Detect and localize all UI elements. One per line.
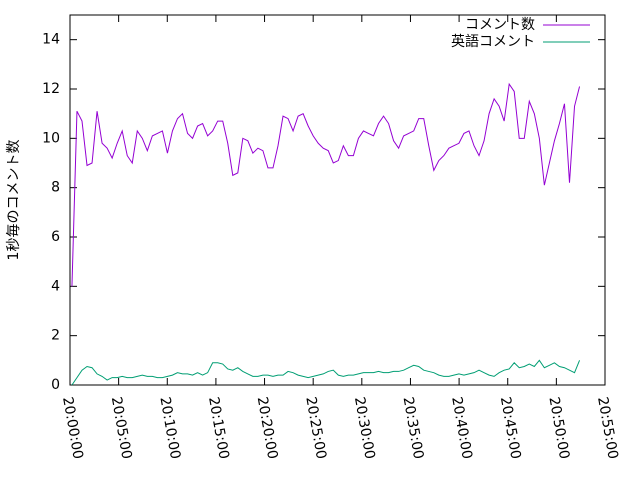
x-tick-label: 20:15:00 [205, 396, 232, 461]
x-tick-label: 20:50:00 [545, 396, 572, 461]
y-tick-label: 4 [51, 278, 60, 294]
y-axis-label: 1秒毎のコメント数 [6, 140, 22, 261]
y-tick-label: 2 [51, 328, 60, 344]
x-tick-label: 20:40:00 [448, 396, 475, 461]
x-tick-label: 20:10:00 [156, 396, 183, 461]
y-tick-label: 14 [42, 32, 60, 48]
series-line [71, 82, 581, 287]
x-tick-label: 20:20:00 [254, 396, 281, 461]
x-tick-label: 20:00:00 [59, 396, 86, 461]
y-tick-label: 10 [42, 130, 60, 146]
legend-label: コメント数 [465, 17, 535, 33]
x-tick-label: 20:25:00 [302, 396, 329, 461]
x-tick-label: 20:35:00 [400, 396, 427, 461]
y-tick-label: 0 [51, 377, 60, 393]
y-tick-label: 8 [51, 180, 60, 196]
y-tick-label: 6 [51, 229, 60, 245]
x-tick-label: 20:55:00 [594, 396, 621, 461]
legend-label: 英語コメント [451, 33, 535, 50]
plot-frame [69, 14, 606, 386]
y-tick-label: 12 [42, 81, 60, 97]
x-tick-label: 20:05:00 [108, 396, 135, 461]
x-tick-label: 20:30:00 [351, 396, 378, 461]
series-line [71, 359, 581, 386]
x-tick-label: 20:45:00 [497, 396, 524, 461]
